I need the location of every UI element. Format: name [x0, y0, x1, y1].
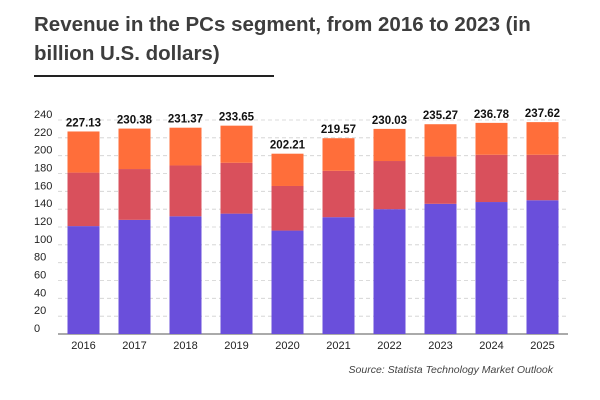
- chart-title: Revenue in the PCs segment, from 2016 to…: [34, 13, 531, 65]
- total-label: 202.21: [270, 140, 306, 152]
- bar-segment-2: [475, 154, 508, 203]
- bars: [67, 122, 559, 334]
- total-labels: 227.13 230.38 231.37 233.65 202.21 219.57 230.…: [66, 108, 560, 152]
- source-note: Source: Statista Technology Market Outlo…: [348, 364, 553, 376]
- x-tick-label: 2019: [224, 340, 248, 352]
- y-tick-label: 200: [34, 145, 52, 157]
- bar-segment-2: [322, 170, 355, 218]
- total-label: 230.03: [372, 115, 407, 127]
- y-tick-label: 100: [34, 234, 52, 246]
- y-tick-label: 20: [34, 305, 46, 317]
- total-label: 219.57: [321, 124, 356, 136]
- bar-segment-1: [220, 213, 253, 334]
- x-axis-ticks: 2016 2017 2018 2019 2020 2021 2022 2023 2024 2025: [71, 340, 554, 352]
- total-label: 230.38: [117, 115, 153, 127]
- bar-segment-2: [526, 154, 559, 201]
- y-tick-label: 80: [34, 252, 46, 264]
- bar-segment-2: [169, 165, 202, 217]
- bar-segment-1: [475, 202, 508, 334]
- bar-segment-2: [67, 172, 100, 227]
- x-tick-label: 2020: [275, 340, 299, 352]
- bar-segment-1: [373, 209, 406, 334]
- x-tick-label: 2025: [530, 340, 554, 352]
- bar-segment-3: [526, 122, 559, 155]
- y-tick-label: 60: [34, 270, 46, 282]
- bar-segment-3: [475, 122, 508, 155]
- bar-segment-2: [373, 161, 406, 210]
- y-axis-ticks: 0 20 40 60 80 100 120 140 160 180 200 220 240: [34, 109, 52, 335]
- bar-segment-3: [424, 124, 457, 157]
- x-tick-label: 2023: [428, 340, 452, 352]
- y-tick-label: 120: [34, 216, 52, 228]
- bar-segment-1: [169, 216, 202, 334]
- bar-segment-3: [220, 125, 253, 163]
- y-tick-label: 180: [34, 163, 52, 175]
- bar-segment-3: [373, 128, 406, 162]
- x-tick-label: 2016: [71, 340, 95, 352]
- bar-segment-1: [67, 226, 100, 334]
- y-tick-label: 220: [34, 127, 52, 139]
- bar-segment-1: [118, 219, 151, 334]
- bar-segment-3: [67, 131, 100, 173]
- y-tick-label: 40: [34, 287, 46, 299]
- total-label: 231.37: [168, 114, 203, 126]
- x-tick-label: 2021: [326, 340, 350, 352]
- bar-segment-1: [322, 217, 355, 334]
- bar-segment-3: [118, 128, 151, 170]
- x-tick-label: 2017: [122, 340, 146, 352]
- bar-segment-1: [271, 230, 304, 334]
- bar-segment-3: [169, 127, 202, 166]
- title-underline: [34, 75, 274, 77]
- total-label: 236.78: [474, 109, 510, 121]
- total-label: 235.27: [423, 110, 458, 122]
- bar-segment-3: [322, 138, 355, 171]
- bar-segment-2: [118, 169, 151, 220]
- total-label: 233.65: [219, 112, 255, 124]
- y-tick-label: 160: [34, 180, 52, 192]
- y-tick-label: 240: [34, 109, 52, 121]
- bar-segment-1: [526, 200, 559, 334]
- bar-segment-2: [220, 162, 253, 214]
- y-tick-label: 0: [34, 323, 40, 335]
- bar-segment-1: [424, 203, 457, 334]
- bar-segment-3: [271, 153, 304, 186]
- x-tick-label: 2018: [173, 340, 197, 352]
- x-tick-label: 2022: [377, 340, 401, 352]
- total-label: 237.62: [525, 108, 560, 120]
- total-label: 227.13: [66, 117, 101, 129]
- bar-segment-2: [271, 185, 304, 231]
- x-tick-label: 2024: [479, 340, 503, 352]
- bar-segment-2: [424, 156, 457, 204]
- y-tick-label: 140: [34, 198, 52, 210]
